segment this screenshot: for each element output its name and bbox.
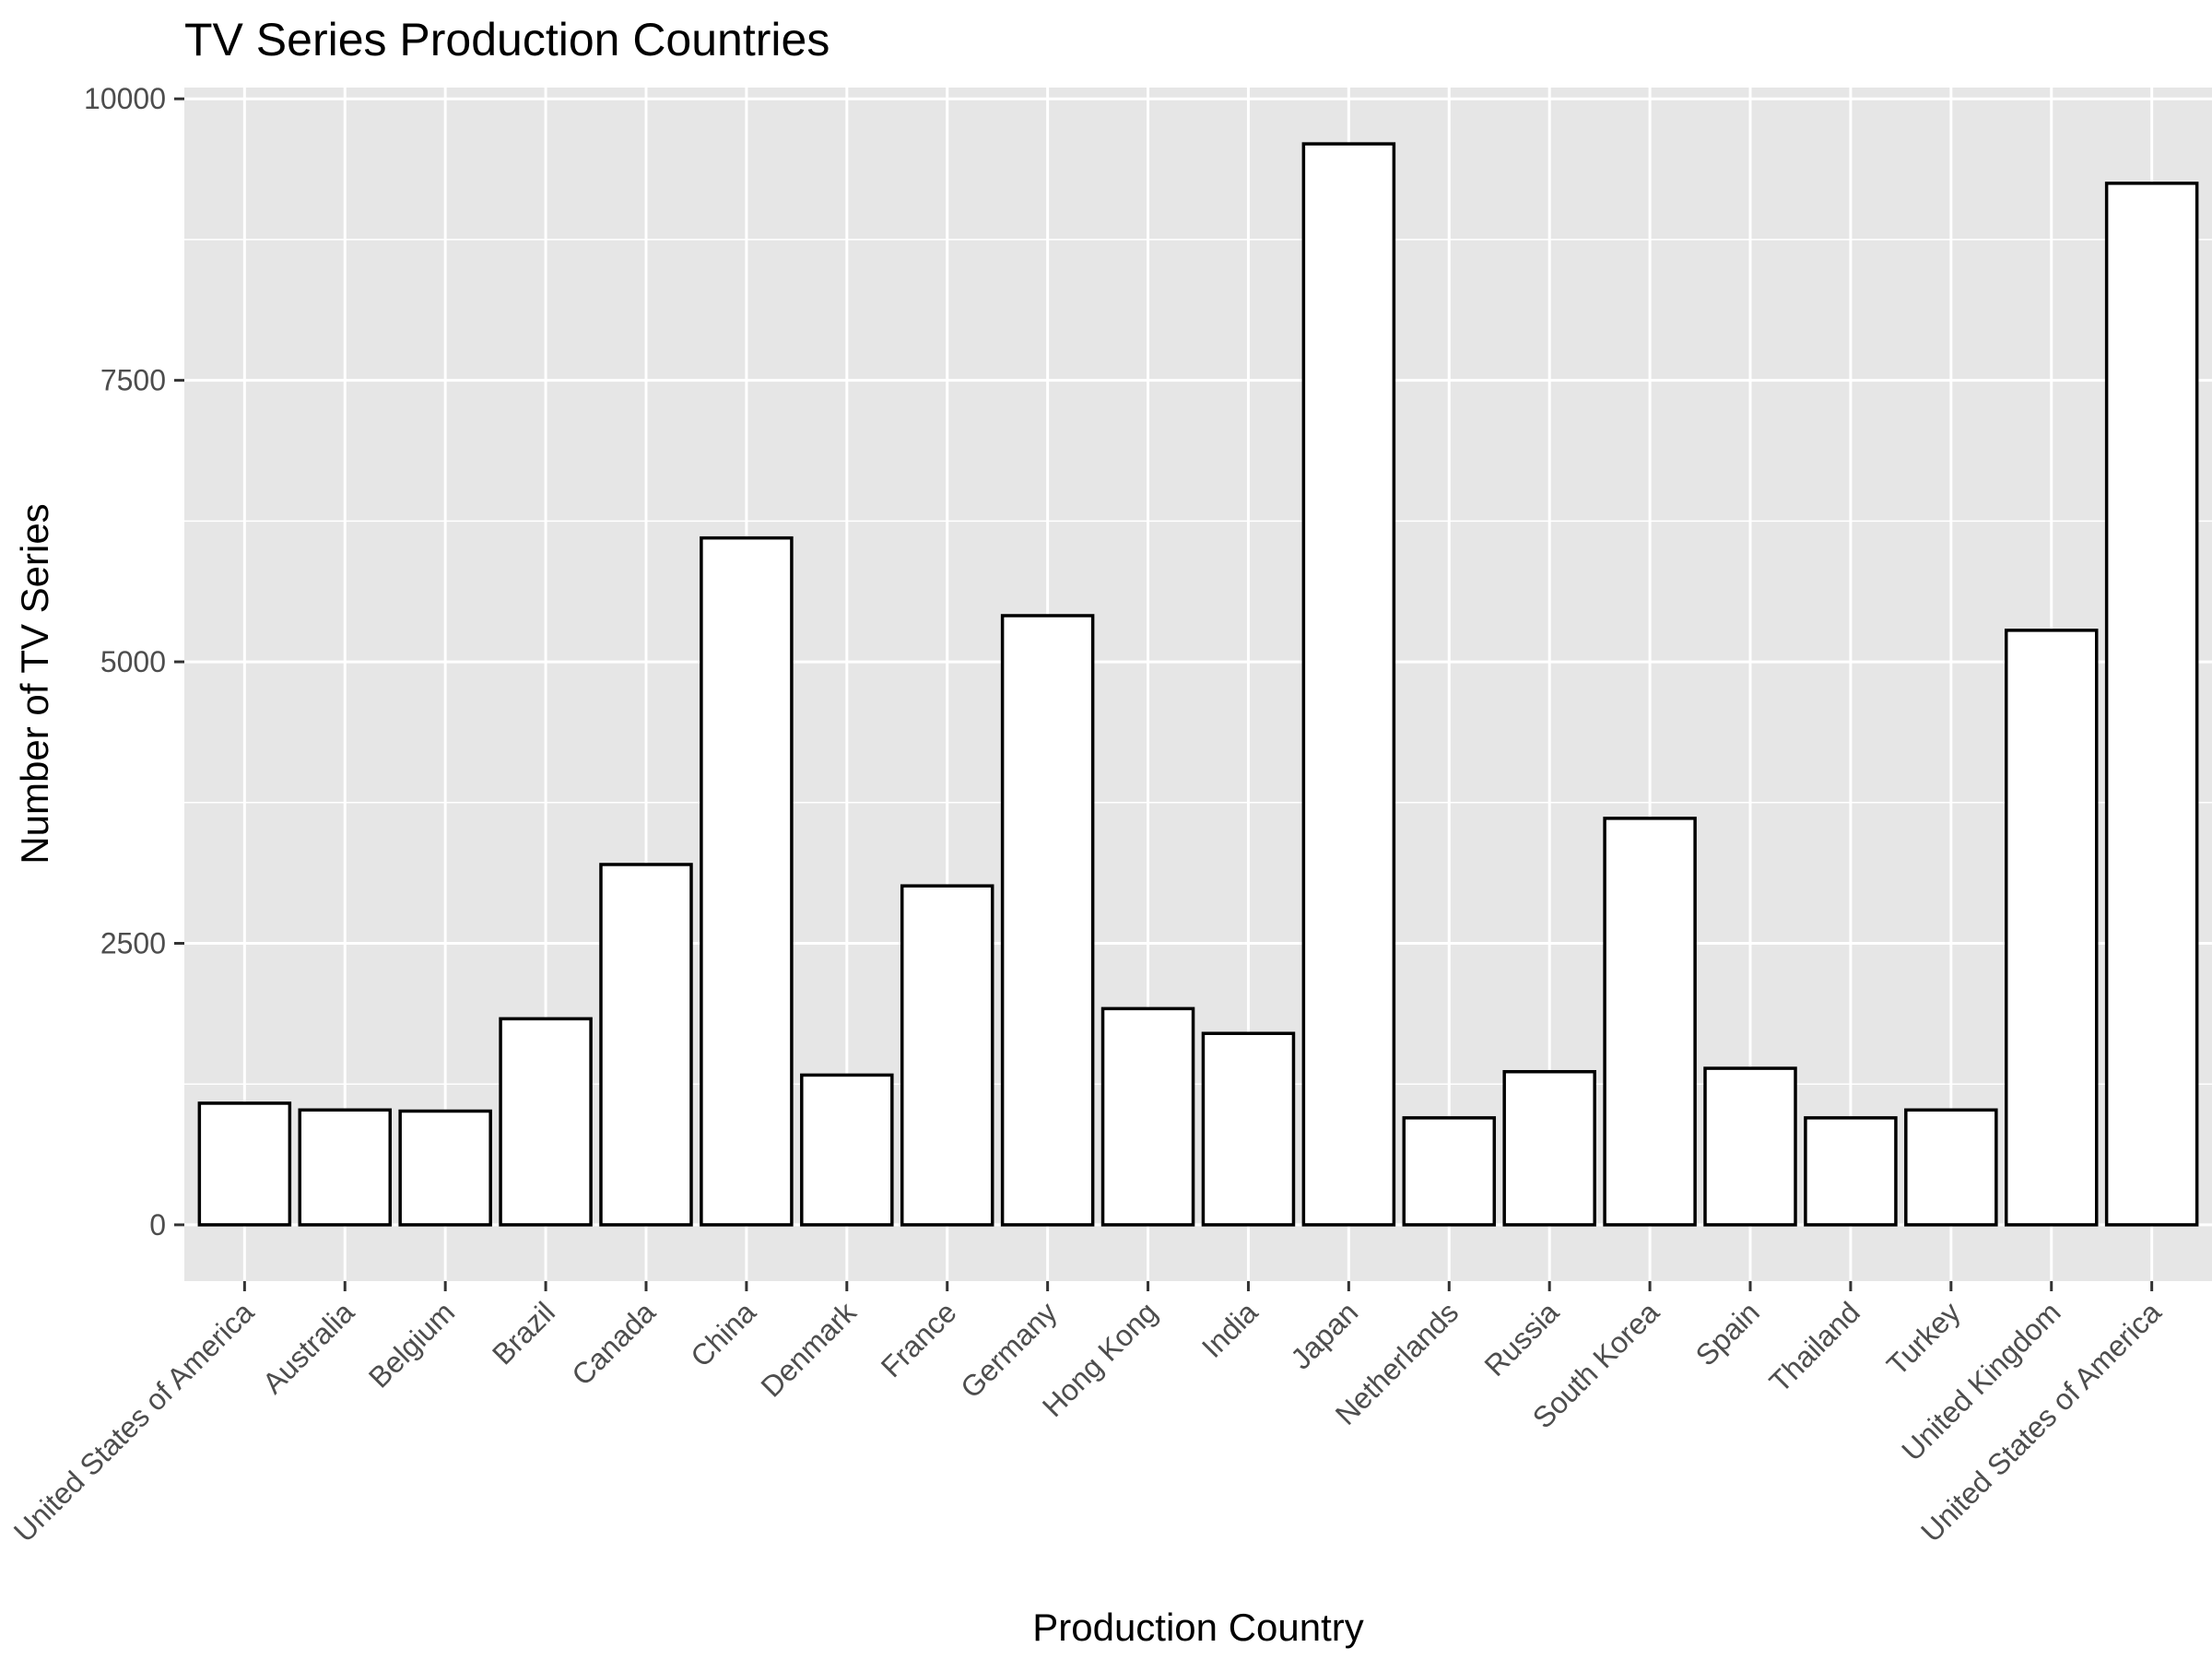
plot-panel (184, 88, 2212, 1281)
bar (1201, 1031, 1296, 1227)
bar (2104, 182, 2199, 1227)
x-tick-label: Turkey (1880, 1295, 1967, 1382)
x-tick-label: Canada (565, 1295, 662, 1392)
bar (1100, 1006, 1195, 1227)
bar (1000, 614, 1095, 1227)
y-axis-title: Number of TV Series (13, 503, 56, 864)
x-axis-title: Production Country (1032, 1606, 1364, 1649)
y-tick-label: 7500 (100, 364, 166, 397)
x-tick-label: Japan (1284, 1295, 1364, 1375)
bar (298, 1108, 393, 1227)
bar (1703, 1066, 1797, 1227)
y-tick-label: 0 (149, 1208, 166, 1241)
bar (900, 884, 994, 1227)
bar (1301, 142, 1396, 1227)
y-tick-label: 2500 (100, 926, 166, 959)
bars (197, 142, 2199, 1227)
x-tick-label: Denmark (755, 1295, 864, 1404)
y-axis: 0 2500 5000 7500 10000 (84, 82, 184, 1241)
bar (398, 1109, 492, 1227)
x-tick-label: Brazil (486, 1295, 561, 1371)
x-tick-label: Thailand (1763, 1295, 1866, 1398)
bar (800, 1073, 894, 1227)
bar (1804, 1116, 1898, 1227)
bar (700, 535, 794, 1227)
x-tick-label: India (1195, 1295, 1265, 1364)
x-tick-label: China (684, 1295, 762, 1373)
chart-title: TV Series Production Countries (184, 14, 830, 65)
y-tick-label: 10000 (84, 82, 166, 115)
bar (2004, 629, 2099, 1227)
bar (1904, 1108, 1998, 1227)
bar (197, 1101, 292, 1227)
bar (499, 1017, 593, 1227)
x-tick-label: Russia (1478, 1295, 1566, 1382)
bar (1502, 1070, 1596, 1227)
x-tick-label: Australia (256, 1295, 361, 1400)
bar (1603, 817, 1697, 1227)
x-tick-label: France (875, 1295, 963, 1383)
bar (1402, 1116, 1497, 1227)
x-tick-label: Belgium (362, 1295, 461, 1394)
bar (599, 863, 693, 1227)
x-tick-label: Spain (1689, 1295, 1766, 1371)
y-tick-label: 5000 (100, 645, 166, 678)
x-tick-label: United States of America (7, 1295, 261, 1548)
